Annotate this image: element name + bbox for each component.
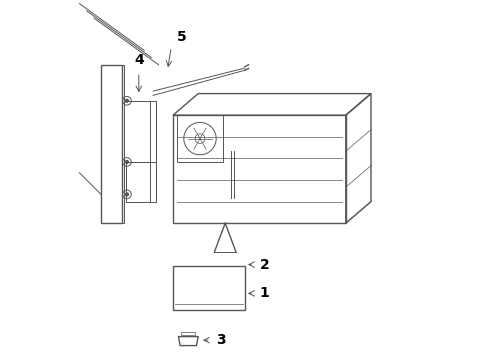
- Text: 2: 2: [259, 258, 269, 271]
- Circle shape: [125, 161, 128, 163]
- Text: 3: 3: [216, 333, 226, 347]
- Text: 1: 1: [259, 287, 269, 300]
- Circle shape: [125, 193, 128, 196]
- Text: 5: 5: [176, 30, 186, 44]
- Text: 4: 4: [134, 53, 144, 67]
- Circle shape: [125, 99, 128, 102]
